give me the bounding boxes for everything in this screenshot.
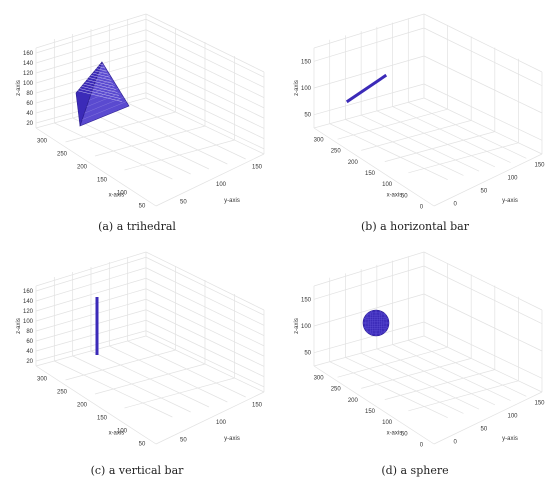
z-tick-label: 20: [26, 121, 33, 127]
sphere-shape: [362, 309, 390, 337]
x-tick-label: 300: [314, 376, 325, 382]
x-tick-label: 200: [77, 165, 88, 171]
z-tick-label: 20: [26, 359, 33, 365]
y-tick-label: 50: [180, 437, 187, 443]
x-tick-label: 300: [37, 139, 48, 145]
z-tick-label: 120: [23, 71, 34, 77]
trihedral-shape: [75, 61, 130, 127]
y-axis-label: y-axis: [224, 436, 240, 442]
x-tick-label: 100: [382, 420, 393, 426]
plot-trihedral: 160 140 120 100 80 60 40 20 300 250 200 150 100 50 50 1…: [6, 6, 268, 216]
plot-svg: 150 100 50 300 250 200 150 100 50 0 0 50 100 150 z-axi…: [294, 251, 546, 448]
z-axis-label: z-axis: [16, 80, 22, 96]
x-tick-label: 250: [57, 390, 68, 396]
panel-horizontal-bar: 150 100 50 300 250 200 150 100 50 0 0 50 100 150 z-axi…: [284, 6, 546, 238]
y-tick-label: 50: [481, 427, 488, 433]
y-tick-label: 100: [216, 182, 227, 188]
z-tick-label: 80: [26, 329, 33, 335]
x-tick-label: 200: [77, 403, 88, 409]
z-tick-label: 100: [23, 319, 34, 325]
y-axis-label: y-axis: [502, 436, 518, 442]
z-tick-label: 100: [301, 324, 312, 330]
x-tick-label: 250: [57, 152, 68, 158]
panel-sphere: 150 100 50 300 250 200 150 100 50 0 0 50 100 150 z-axi…: [284, 244, 546, 482]
caption-horizontal-bar: (b) a horizontal bar: [360, 220, 469, 233]
x-tick-label: 150: [365, 171, 376, 177]
x-tick-label: 100: [382, 182, 393, 188]
z-tick-label: 140: [23, 61, 34, 67]
z-tick-label: 100: [23, 81, 34, 87]
y-axis-label: y-axis: [502, 198, 518, 204]
x-tick-label: 250: [331, 149, 342, 155]
x-tick-label: 250: [331, 387, 342, 393]
z-tick-label: 160: [23, 289, 34, 295]
panel-trihedral: 160 140 120 100 80 60 40 20 300 250 200 150 100 50 50 1…: [6, 6, 268, 238]
z-tick-label: 60: [26, 101, 33, 107]
z-tick-label: 150: [301, 59, 312, 65]
vertical-bar-shape: [95, 297, 99, 355]
z-axis-label: z-axis: [294, 80, 300, 96]
y-axis-label: y-axis: [224, 198, 240, 204]
x-tick-label: 150: [365, 409, 376, 415]
z-tick-label: 40: [26, 111, 33, 117]
x-tick-label: 300: [314, 138, 325, 144]
x-tick-label: 0: [420, 442, 424, 448]
caption-trihedral: (a) a trihedral: [98, 220, 176, 233]
z-tick-label: 40: [26, 349, 33, 355]
y-tick-label: 0: [454, 440, 458, 446]
z-tick-label: 120: [23, 309, 34, 315]
x-axis-label: x-axis: [387, 430, 403, 436]
plot-vertical-bar: 160 140 120 100 80 60 40 20 300 250 200 150 100 50 50 1…: [6, 244, 268, 454]
y-tick-label: 100: [216, 420, 227, 426]
x-tick-label: 300: [37, 377, 48, 383]
caption-sphere: (d) a sphere: [381, 464, 449, 477]
y-tick-label: 150: [535, 401, 546, 407]
x-tick-label: 50: [401, 193, 408, 199]
plot-sphere: 150 100 50 300 250 200 150 100 50 0 0 50 100 150 z-axi…: [284, 244, 546, 454]
y-tick-label: 100: [508, 414, 519, 420]
plot-svg: 160 140 120 100 80 60 40 20 300 250 200 150 100 50 50 1…: [16, 251, 265, 448]
caption-vertical-bar: (c) a vertical bar: [90, 464, 184, 477]
y-tick-label: 150: [535, 163, 546, 169]
horizontal-bar-shape: [345, 73, 388, 104]
x-axis-label: x-axis: [109, 192, 125, 198]
z-tick-label: 60: [26, 339, 33, 345]
z-axis-label: z-axis: [294, 318, 300, 334]
x-tick-label: 50: [139, 442, 146, 448]
y-tick-label: 150: [252, 165, 263, 171]
x-tick-label: 50: [139, 204, 146, 210]
y-tick-label: 100: [508, 176, 519, 182]
x-axis-label: x-axis: [109, 430, 125, 436]
x-tick-label: 100: [117, 191, 128, 197]
z-tick-label: 50: [304, 351, 311, 357]
z-tick-label: 50: [304, 113, 311, 119]
x-tick-label: 150: [97, 178, 108, 184]
y-tick-label: 50: [481, 189, 488, 195]
z-axis-label: z-axis: [16, 318, 22, 334]
z-tick-label: 80: [26, 91, 33, 97]
plot-horizontal-bar: 150 100 50 300 250 200 150 100 50 0 0 50 100 150 z-axi…: [284, 6, 546, 216]
x-tick-label: 150: [97, 416, 108, 422]
x-tick-label: 200: [348, 398, 359, 404]
z-tick-label: 140: [23, 299, 34, 305]
y-tick-label: 50: [180, 199, 187, 205]
plot-svg: 160 140 120 100 80 60 40 20 300 250 200 150 100 50 50 1…: [16, 13, 265, 210]
plot-svg: 150 100 50 300 250 200 150 100 50 0 0 50 100 150 z-axi…: [294, 13, 546, 210]
x-tick-label: 200: [348, 160, 359, 166]
z-tick-label: 160: [23, 51, 34, 57]
y-tick-label: 150: [252, 403, 263, 409]
x-tick-label: 100: [117, 429, 128, 435]
z-tick-label: 150: [301, 297, 312, 303]
panel-vertical-bar: 160 140 120 100 80 60 40 20 300 250 200 150 100 50 50 1…: [6, 244, 268, 482]
x-axis-label: x-axis: [387, 192, 403, 198]
y-tick-label: 0: [454, 202, 458, 208]
x-tick-label: 50: [401, 431, 408, 437]
z-tick-label: 100: [301, 86, 312, 92]
x-tick-label: 0: [420, 204, 424, 210]
